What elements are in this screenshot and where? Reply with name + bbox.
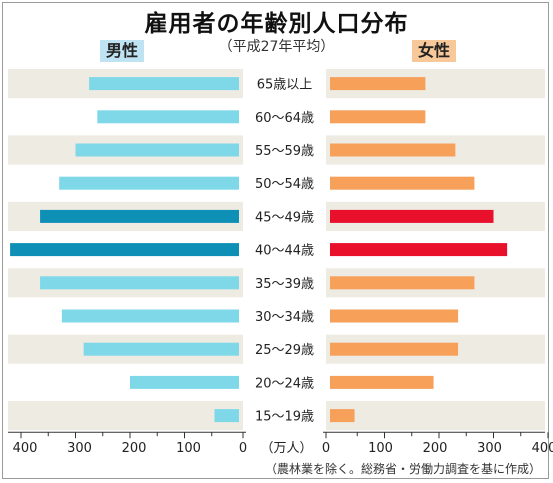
footnote: （農林業を除く。総務省・労働力調査を基に作成） (264, 462, 541, 476)
category-label: 60～64歳 (255, 111, 314, 126)
bar-female (330, 143, 456, 157)
bar-male (89, 77, 239, 91)
category-label: 25～29歳 (255, 343, 314, 358)
tick-label-right: 300 (477, 441, 502, 456)
bar-female (330, 243, 508, 257)
category-label: 55～59歳 (255, 144, 314, 159)
tick-label-left: 100 (176, 441, 201, 456)
bar-male (10, 243, 239, 257)
tick-label-right: 200 (423, 441, 448, 456)
tick-label-right: 0 (322, 441, 330, 456)
bar-female (330, 276, 475, 290)
bar-male (83, 342, 239, 356)
tick-label-right: 100 (368, 441, 393, 456)
bar-female (330, 176, 475, 190)
bar-female (330, 342, 459, 356)
tick-label-left: 400 (13, 441, 38, 456)
legend-male: 男性 (100, 40, 145, 62)
bar-female (330, 409, 355, 423)
chart-title: 雇用者の年齢別人口分布 (144, 11, 409, 37)
bar-male (75, 143, 239, 157)
bar-male (130, 375, 239, 389)
legend-female: 女性 (412, 40, 457, 62)
bar-male (40, 209, 240, 223)
chart-subtitle: （平成27年平均） (218, 39, 335, 55)
bar-female (330, 110, 426, 124)
tick-label-left: 200 (122, 441, 147, 456)
bar-female (330, 309, 459, 323)
category-label: 45～49歳 (255, 210, 314, 225)
category-label: 35～39歳 (255, 277, 314, 292)
category-label: 30～34歳 (255, 310, 314, 325)
category-label: 40～44歳 (255, 244, 314, 259)
tick-label-left: 0 (239, 441, 247, 456)
category-label: 65歳以上 (257, 78, 313, 93)
bar-male (97, 110, 239, 124)
bar-male (59, 176, 240, 190)
unit-label: （万人） (260, 441, 312, 456)
category-label: 20～24歳 (255, 376, 314, 391)
bar-female (330, 77, 426, 91)
category-label: 15～19歳 (255, 410, 314, 425)
bar-male (40, 276, 240, 290)
bar-male (214, 409, 239, 423)
bar-female (330, 209, 494, 223)
bar-male (61, 309, 239, 323)
category-column (243, 67, 326, 433)
tick-label-left: 300 (67, 441, 92, 456)
tick-label-right: 400 (532, 441, 553, 456)
category-label: 50～54歳 (255, 177, 314, 192)
bar-female (330, 375, 434, 389)
